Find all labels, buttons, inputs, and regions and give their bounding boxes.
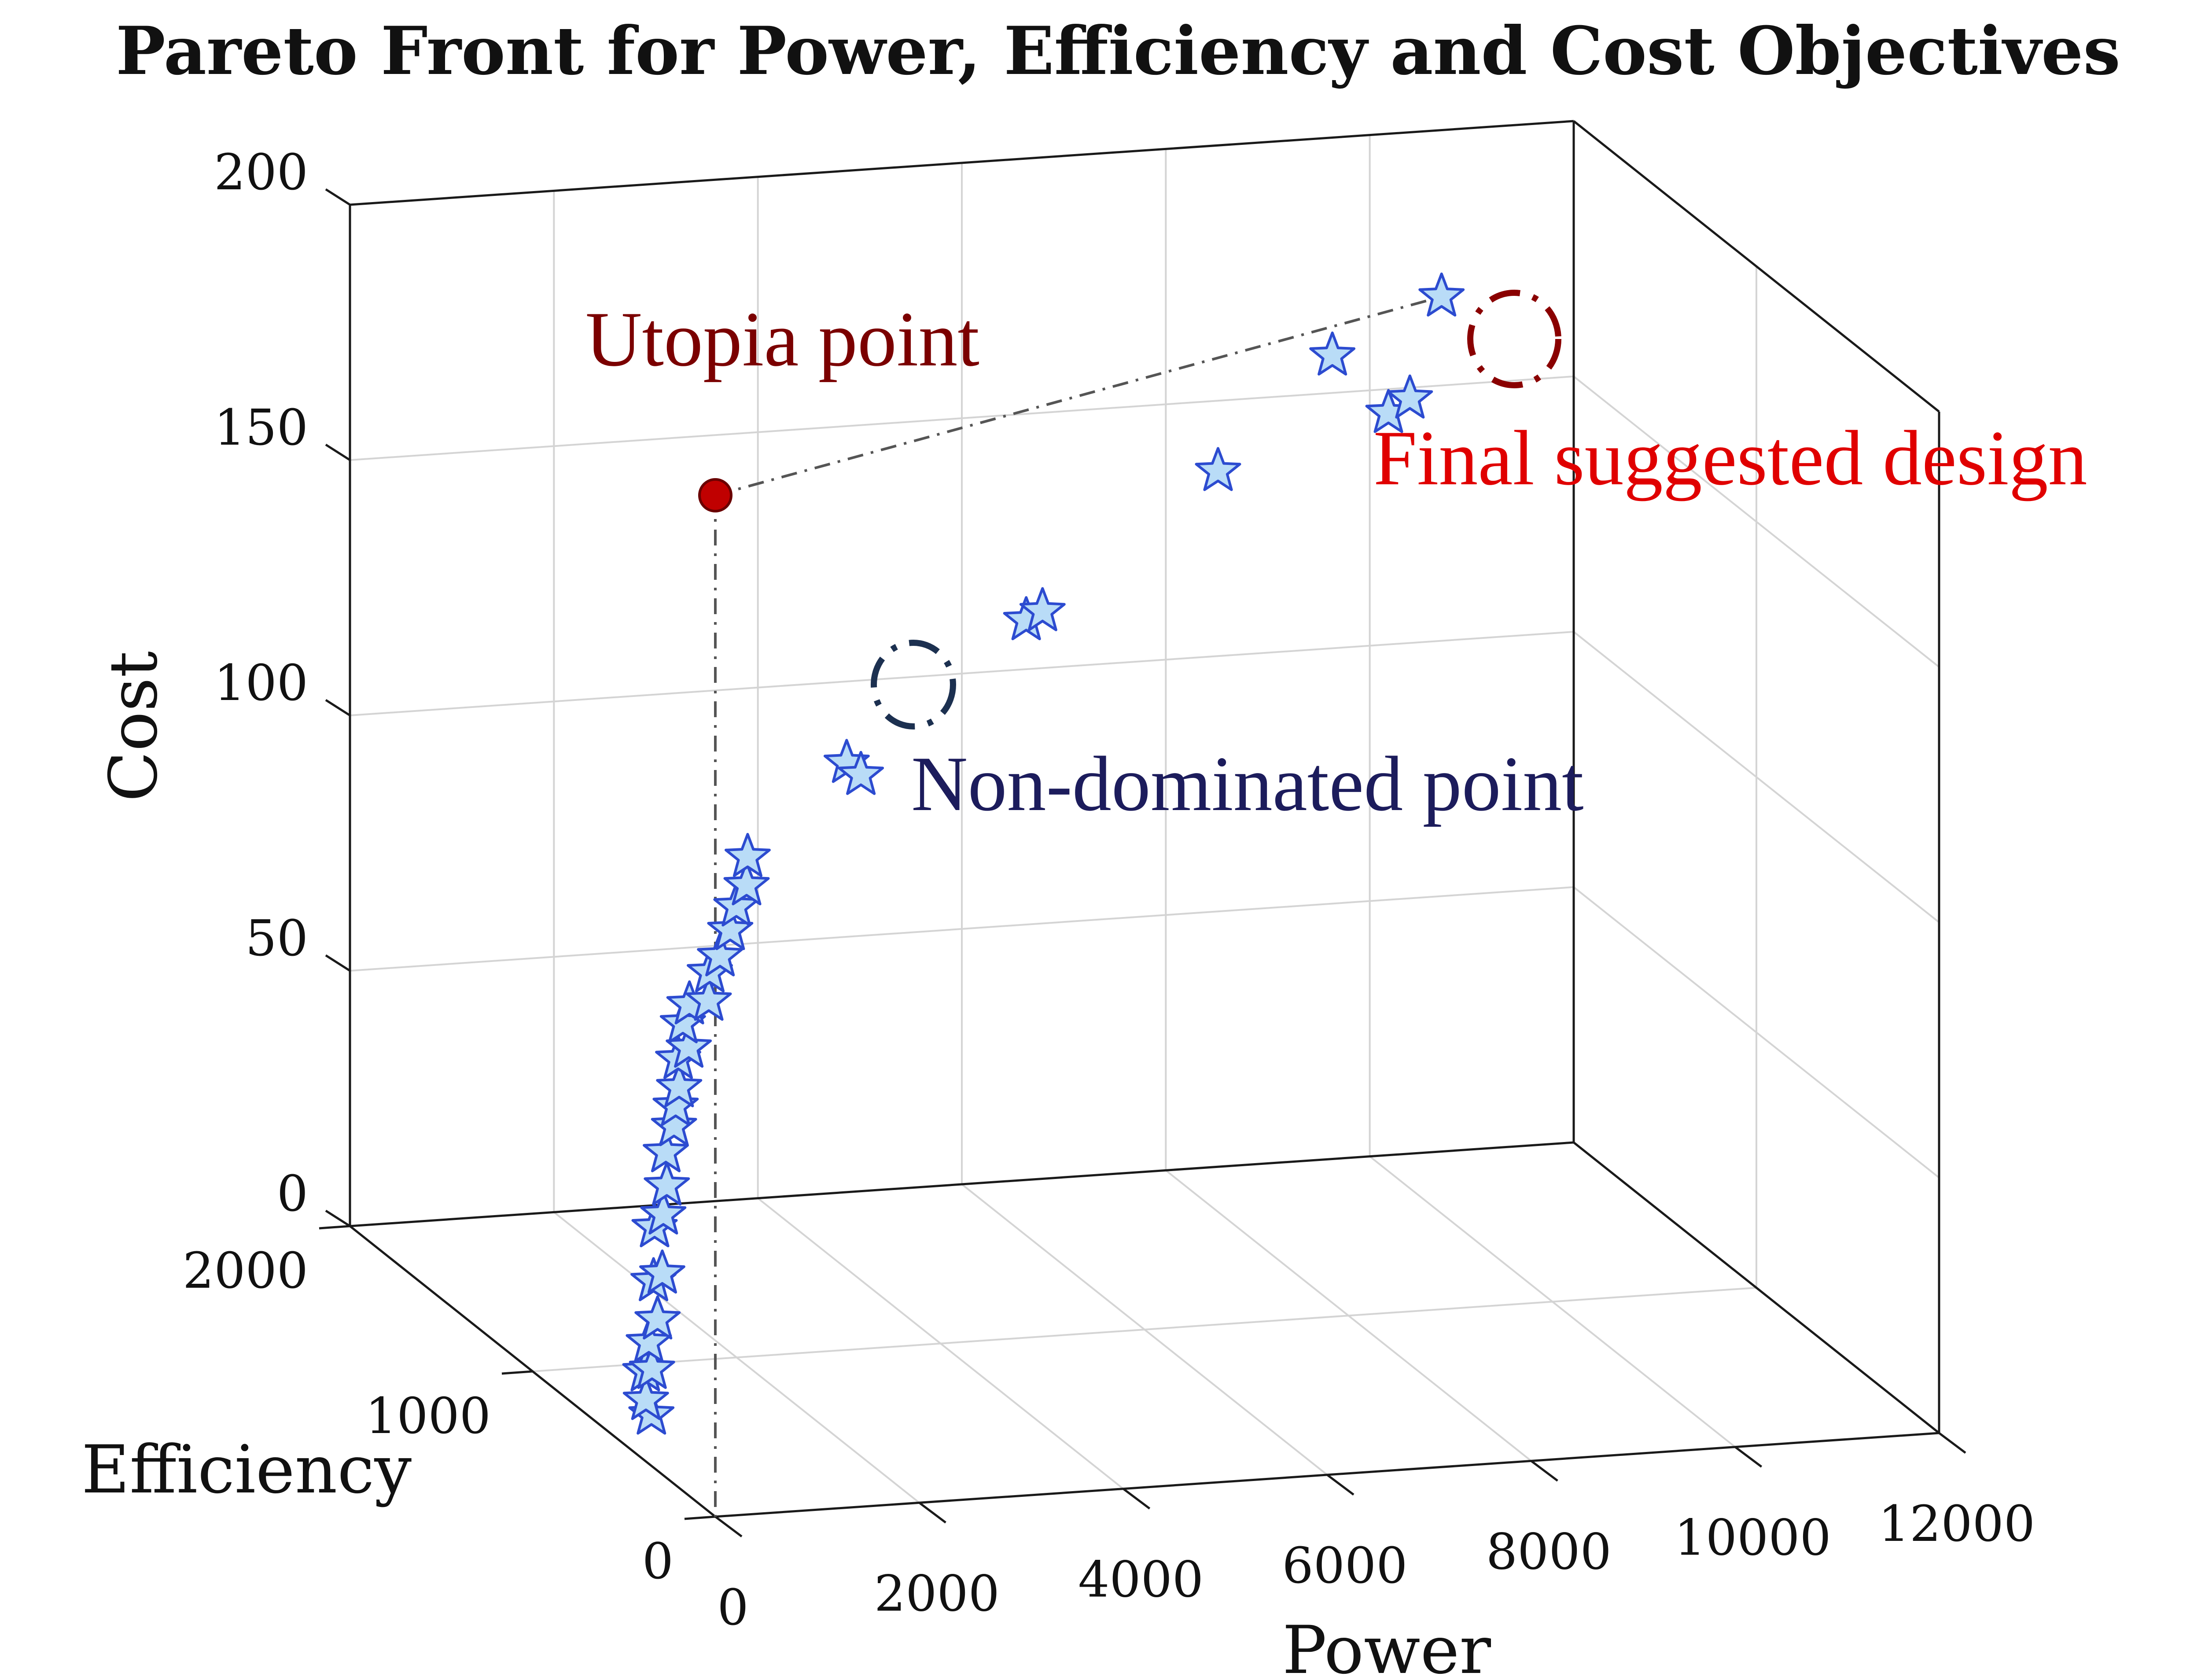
z-tick-mark <box>325 443 351 461</box>
final-design-annotation: Final suggested design <box>1373 414 2087 501</box>
y-tick-mark <box>501 1370 533 1375</box>
pareto-point-marker <box>838 751 884 795</box>
non-dominated-annotation: Non-dominated point <box>911 740 1584 827</box>
x-tick-label: 2000 <box>874 1565 1000 1622</box>
pareto-point-marker <box>652 1082 699 1126</box>
x-tick-label: 12000 <box>1878 1496 2035 1553</box>
pareto-point-marker <box>643 1128 689 1172</box>
x-tick-label: 8000 <box>1486 1523 1612 1581</box>
x-axis-label: Power <box>1282 1612 1491 1680</box>
axes-frame-edge <box>350 120 1574 206</box>
pareto-point-marker <box>725 833 771 877</box>
x-tick-label: 0 <box>717 1579 748 1636</box>
utopia-guide-lines <box>714 295 1442 1517</box>
pareto-point-marker <box>634 1295 681 1340</box>
pareto-point-marker <box>651 1102 697 1146</box>
axes-frame-edge <box>1573 120 1940 413</box>
y-axis-label: Efficiency <box>81 1432 412 1508</box>
z-tick-label: 200 <box>214 144 308 201</box>
back-wall-grid-line <box>350 631 1574 716</box>
chart-title: Pareto Front for Power, Efficiency and C… <box>116 12 2120 90</box>
pareto-point-marker <box>640 1190 687 1235</box>
z-axis-label: Cost <box>96 651 172 802</box>
utopia-point-annotation: Utopia point <box>585 295 979 383</box>
z-tick-label: 150 <box>214 399 308 457</box>
pareto-point-marker <box>1195 447 1241 491</box>
side-wall-grid-line <box>1573 631 1940 923</box>
final-design-highlight-circle <box>1467 290 1561 388</box>
z-tick-mark <box>325 1209 351 1227</box>
axes-frame-edge <box>350 1141 1574 1227</box>
axes-frame-edge <box>1573 1142 1940 1434</box>
x-tick-mark <box>918 1502 946 1524</box>
y-tick-mark <box>319 1225 350 1230</box>
pareto-point-marker <box>723 861 770 906</box>
z-tick-mark <box>325 699 351 717</box>
utopia-diagonal-guide <box>715 295 1442 497</box>
z-tick-mark <box>325 188 351 206</box>
x-tick-mark <box>1530 1460 1558 1482</box>
y-tick-label: 0 <box>642 1533 674 1590</box>
x-tick-mark <box>1734 1446 1763 1468</box>
pareto-point-marker <box>639 1249 685 1294</box>
pareto-point-marker <box>697 932 743 976</box>
x-tick-mark <box>1938 1432 1966 1454</box>
pareto-point-marker <box>1387 374 1433 419</box>
pareto-point-marker <box>685 976 732 1021</box>
x-tick-label: 4000 <box>1078 1551 1204 1609</box>
pareto-point-marker <box>622 1376 669 1420</box>
pareto-point-marker <box>1309 332 1356 376</box>
axes-frame <box>319 120 1966 1537</box>
y-tick-label: 1000 <box>365 1388 491 1445</box>
x-tick-mark <box>1326 1474 1354 1496</box>
y-tick-label: 2000 <box>183 1242 308 1300</box>
tick-labels: 0 2000 4000 6000 8000 10000 12000 0 1000 2000 0 50 1… <box>183 144 2035 1636</box>
x-tick-mark <box>1123 1488 1151 1510</box>
pareto-point-marker <box>644 1161 690 1206</box>
utopia-point-marker <box>698 478 732 512</box>
pareto-point-marker <box>1418 273 1465 317</box>
y-tick-mark <box>684 1515 716 1520</box>
pareto-points <box>622 273 1465 1435</box>
z-tick-mark <box>325 954 351 972</box>
back-wall-grid-line <box>350 886 1574 972</box>
side-wall-grid-line <box>1573 376 1940 668</box>
x-tick-label: 6000 <box>1282 1537 1407 1595</box>
side-wall-grid-line <box>1573 886 1940 1179</box>
z-tick-label: 100 <box>214 655 308 712</box>
z-tick-label: 50 <box>245 910 308 967</box>
pareto-point-marker <box>656 1063 703 1108</box>
x-tick-mark <box>714 1516 743 1537</box>
z-tick-label: 0 <box>277 1165 308 1223</box>
pareto-point-marker <box>1019 587 1066 631</box>
floor-grid-line <box>532 1287 1757 1372</box>
x-tick-label: 10000 <box>1675 1510 1831 1567</box>
non-dominated-highlight-circle <box>871 640 956 729</box>
back-wall-grid-line <box>350 376 1574 461</box>
